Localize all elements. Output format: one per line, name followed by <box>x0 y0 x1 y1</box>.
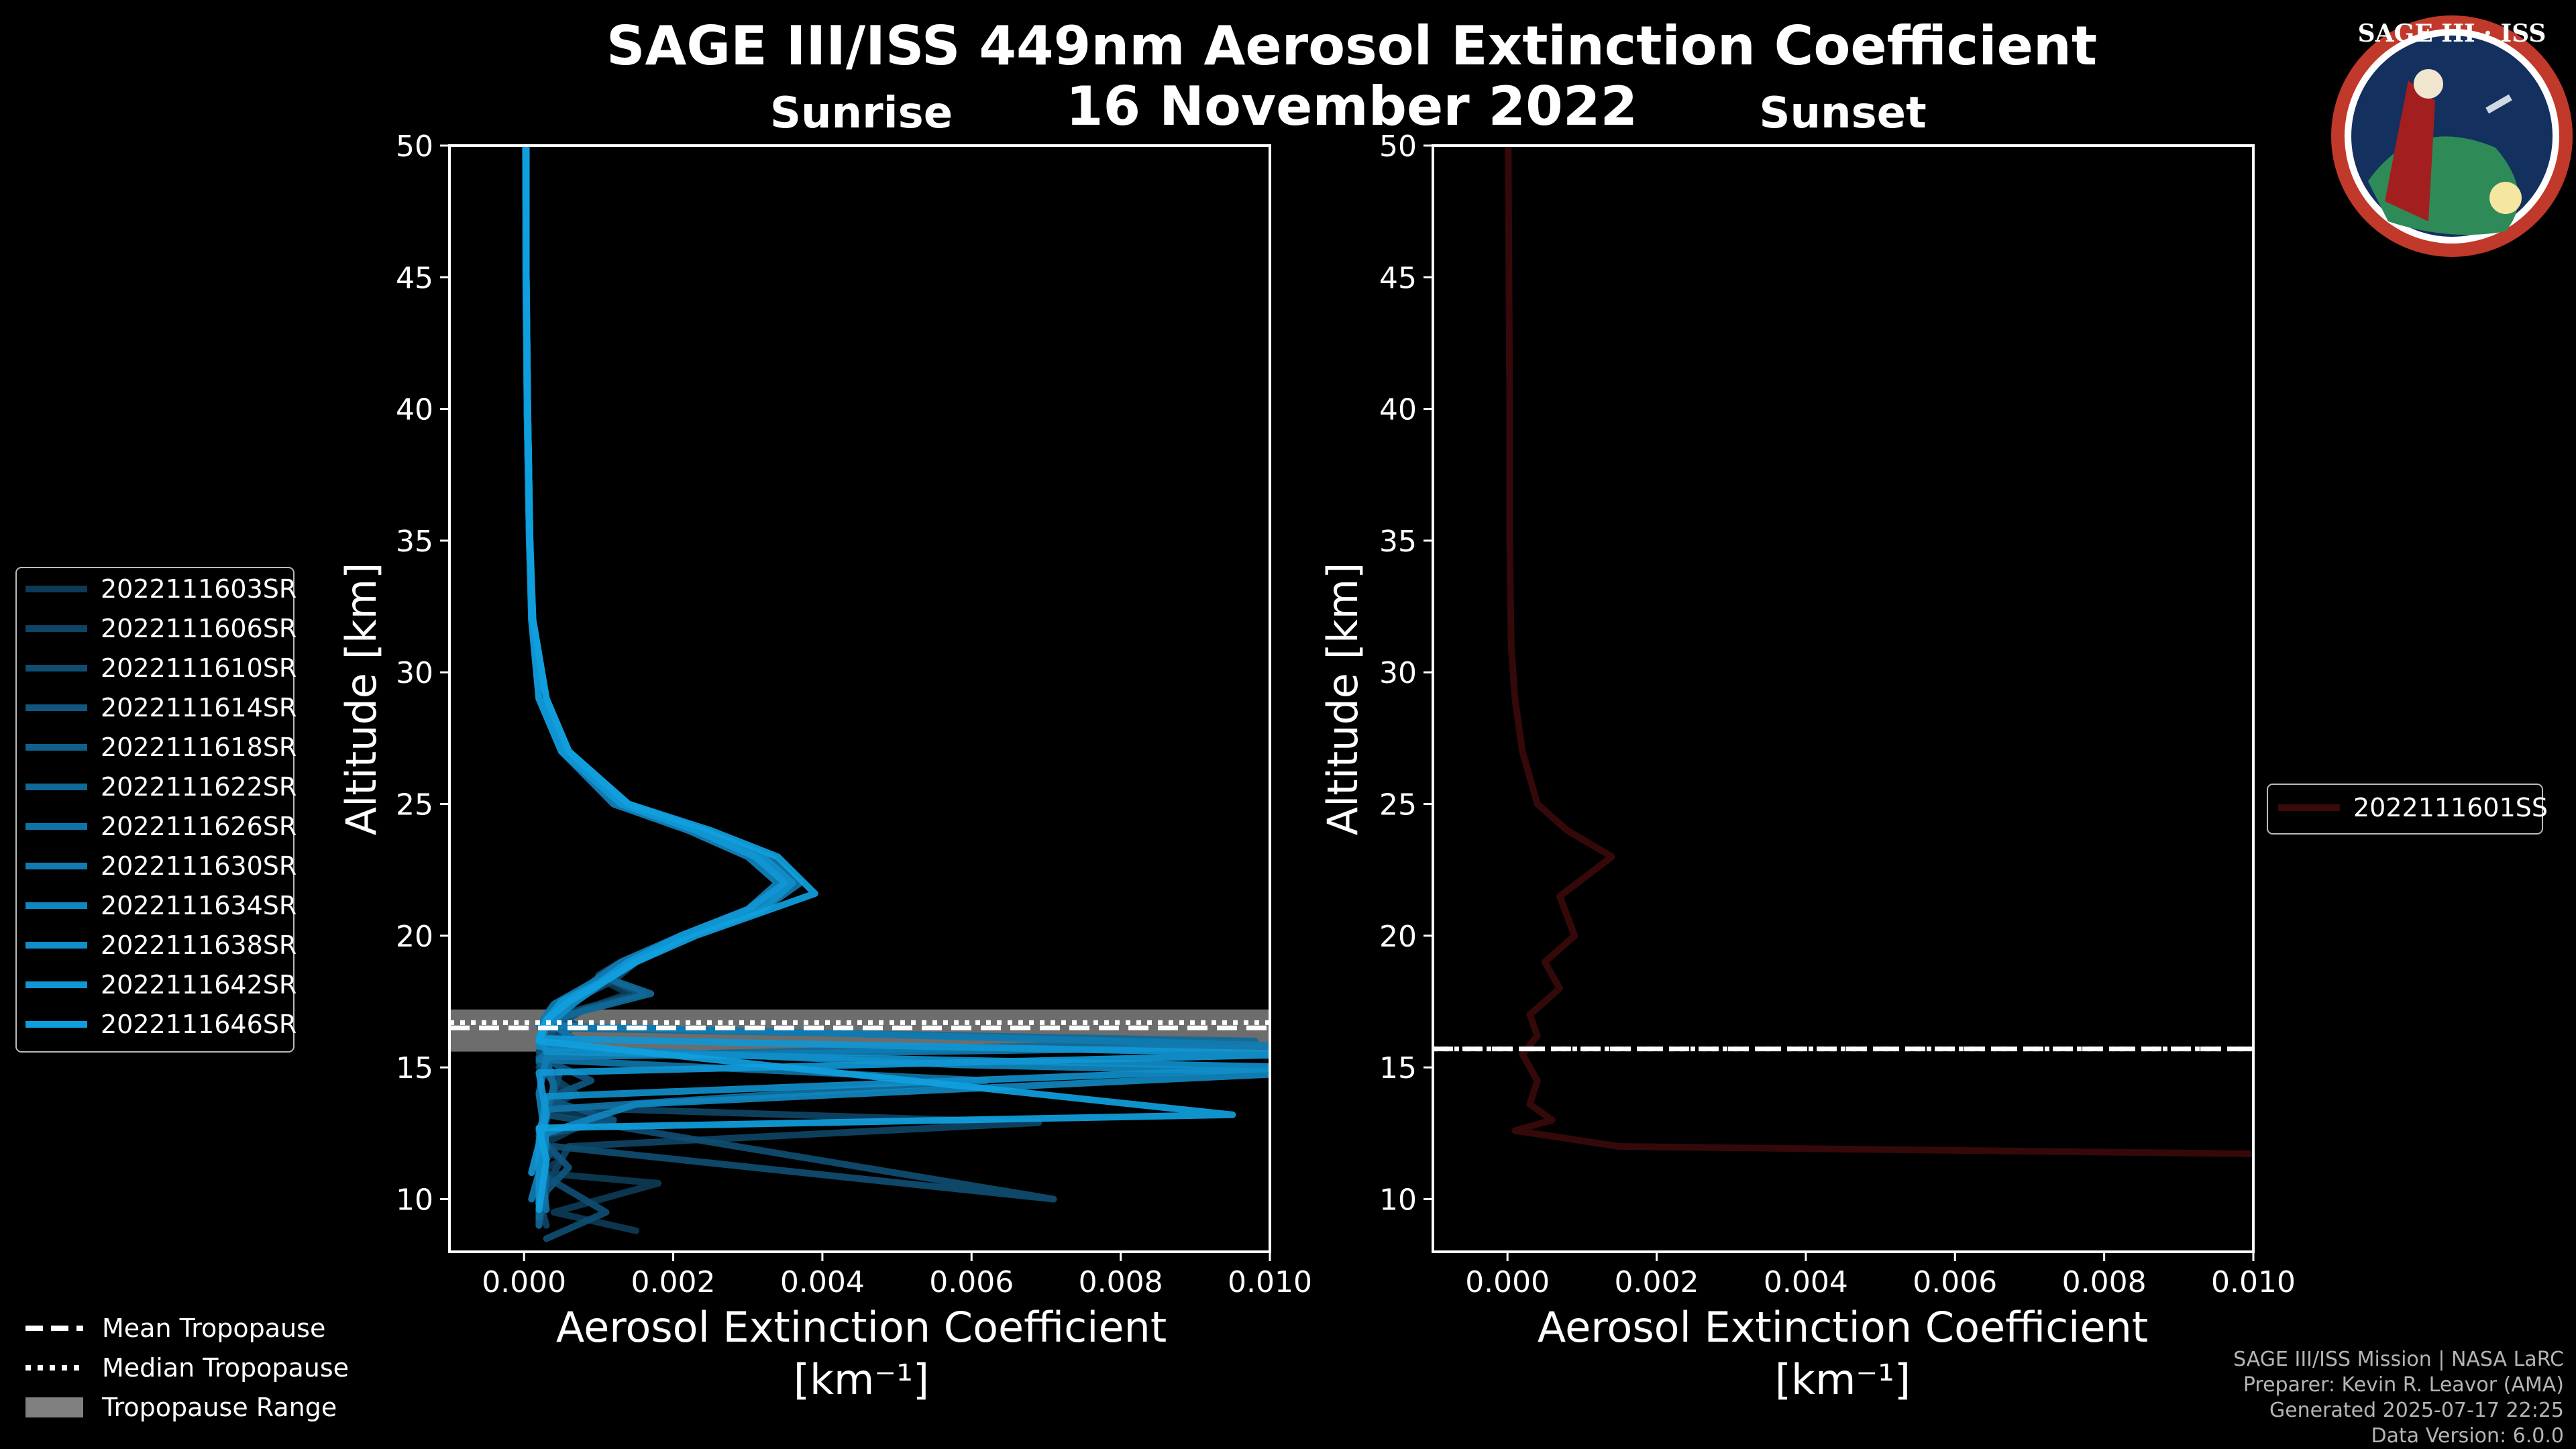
sunrise-x-tick-label: 0.004 <box>780 1265 865 1299</box>
legend-entry-2022111646SR: 2022111646SR <box>101 1010 297 1039</box>
sunrise-y-tick-label: 20 <box>396 920 433 954</box>
sunset-data-layer <box>1433 146 2253 1158</box>
sunset-y-tick-label: 50 <box>1379 129 1417 164</box>
sunset-x-tick-label: 0.000 <box>1465 1265 1550 1299</box>
sunset-y-tick-label: 20 <box>1379 920 1417 954</box>
legend-entry-2022111630SR: 2022111630SR <box>101 851 297 881</box>
sunrise-x-tick-label: 0.000 <box>482 1265 566 1299</box>
sunset-y-tick-label: 40 <box>1379 393 1417 427</box>
sage-iii-iss-mission-badge: SAGE III · ISS <box>2331 15 2573 257</box>
sunrise-x-tick-label: 0.008 <box>1079 1265 1163 1299</box>
legend-entry-2022111614SR: 2022111614SR <box>101 693 297 722</box>
sunrise-x-tick-label: 0.002 <box>631 1265 716 1299</box>
sunrise-legend-box <box>15 567 294 1053</box>
tropopause-legend: Mean Tropopause Median Tropopause Tropopau… <box>25 1313 349 1422</box>
sunset-x-tick-label: 0.002 <box>1615 1265 1699 1299</box>
legend-entry-2022111638SR: 2022111638SR <box>101 930 297 960</box>
badge-figure-head <box>2414 69 2443 99</box>
sunrise-x-tick-label: 0.010 <box>1228 1265 1312 1299</box>
sunrise-panel-title: Sunrise <box>770 89 953 138</box>
sunset-x-axis-unit: [km⁻¹] <box>1775 1355 1911 1404</box>
legend-entry-2022111610SR: 2022111610SR <box>101 653 297 683</box>
legend-entry-2022111622SR: 2022111622SR <box>101 772 297 802</box>
sunset-y-tick-label: 10 <box>1379 1183 1417 1217</box>
footer-mission: SAGE III/ISS Mission | NASA LaRC <box>2233 1348 2564 1371</box>
badge-figure <box>2385 80 2435 221</box>
legend-entry-2022111601SS: 2022111601SS <box>2353 793 2548 822</box>
sunset-panel-title: Sunset <box>1759 89 1926 138</box>
sunset-axes-frame <box>1432 144 2255 1253</box>
sunset-x-axis-label: Aerosol Extinction Coefficient <box>1538 1303 2148 1352</box>
sunrise-y-tick-label: 15 <box>396 1051 433 1085</box>
sunrise-y-axis-label: Altitude [km] <box>337 563 386 836</box>
sunset-legend-box <box>2267 784 2543 835</box>
footer-generated: Generated 2025-07-17 22:25 <box>2269 1399 2564 1422</box>
legend-entry-2022111606SR: 2022111606SR <box>101 614 297 643</box>
sunset-plot-area <box>1433 146 2253 1252</box>
sunset-y-tick-label: 25 <box>1379 788 1417 822</box>
legend-entry-2022111603SR: 2022111603SR <box>101 574 297 604</box>
badge-sun-icon <box>2489 182 2522 214</box>
sunrise-panel: 0.000 0.002 0.004 0.006 0.008 0.010 10 15 20 25 30… <box>396 129 1312 1299</box>
sunset-y-axis-label: Altitude [km] <box>1318 563 1367 836</box>
sunset-x-tick-label: 0.008 <box>2062 1265 2147 1299</box>
badge-station-icon <box>2485 94 2512 114</box>
sunset-x-tick-label: 0.010 <box>2211 1265 2296 1299</box>
sunset-x-tick-label: 0.004 <box>1764 1265 1848 1299</box>
sunrise-y-tick-label: 45 <box>396 261 433 295</box>
legend-entry-tropopause: Tropopause Range <box>101 1393 337 1422</box>
sunset-panel: 0.000 0.002 0.004 0.006 0.008 0.010 10 15 20 25 30… <box>1379 129 2296 1299</box>
legend-entry-2022111634SR: 2022111634SR <box>101 891 297 920</box>
sunrise-y-tick-label: 25 <box>396 788 433 822</box>
sunset-legend: 2022111601SS <box>2267 784 2548 835</box>
footer-preparer: Preparer: Kevin R. Leavor (AMA) <box>2243 1373 2564 1397</box>
legend-entry-tropopause: Median Tropopause <box>102 1353 349 1383</box>
legend-tropopause-range-swatch <box>25 1397 83 1417</box>
sunset-y-tick-label: 30 <box>1379 656 1417 690</box>
sunset-y-tick-label: 35 <box>1379 525 1417 559</box>
sunrise-y-tick-label: 30 <box>396 656 433 690</box>
sunrise-axes-frame <box>448 144 1271 1253</box>
sunrise-series-line-2022111646SR <box>523 146 1236 1214</box>
sunrise-y-tick-label: 40 <box>396 393 433 427</box>
sunrise-data-layer <box>449 146 1270 1242</box>
legend-entry-tropopause: Mean Tropopause <box>102 1313 325 1343</box>
legend-entry-2022111642SR: 2022111642SR <box>101 970 297 1000</box>
sunrise-y-tick-label: 50 <box>396 129 433 164</box>
sunrise-legend: 2022111603SR 2022111606SR 2022111610SR 2022… <box>15 567 297 1053</box>
sunset-y-tick-label: 15 <box>1379 1051 1417 1085</box>
badge-text: SAGE III · ISS <box>2358 19 2546 48</box>
sunrise-y-tick-label: 10 <box>396 1183 433 1217</box>
sunset-x-tick-label: 0.006 <box>1913 1265 1997 1299</box>
sunrise-x-tick-label: 0.006 <box>929 1265 1014 1299</box>
figure-date: 16 November 2022 <box>1066 75 1638 138</box>
sunrise-x-axis-unit: [km⁻¹] <box>794 1355 929 1404</box>
figure-title: SAGE III/ISS 449nm Aerosol Extinction Co… <box>606 15 2097 77</box>
sunset-y-tick-label: 45 <box>1379 261 1417 295</box>
sunset-series-line-2022111601SS <box>1505 146 2253 1158</box>
sunrise-x-axis-label: Aerosol Extinction Coefficient <box>556 1303 1167 1352</box>
legend-entry-2022111618SR: 2022111618SR <box>101 733 297 762</box>
sunrise-y-tick-label: 35 <box>396 525 433 559</box>
legend-entry-2022111626SR: 2022111626SR <box>101 812 297 841</box>
footer-version: Data Version: 6.0.0 <box>2371 1424 2564 1448</box>
